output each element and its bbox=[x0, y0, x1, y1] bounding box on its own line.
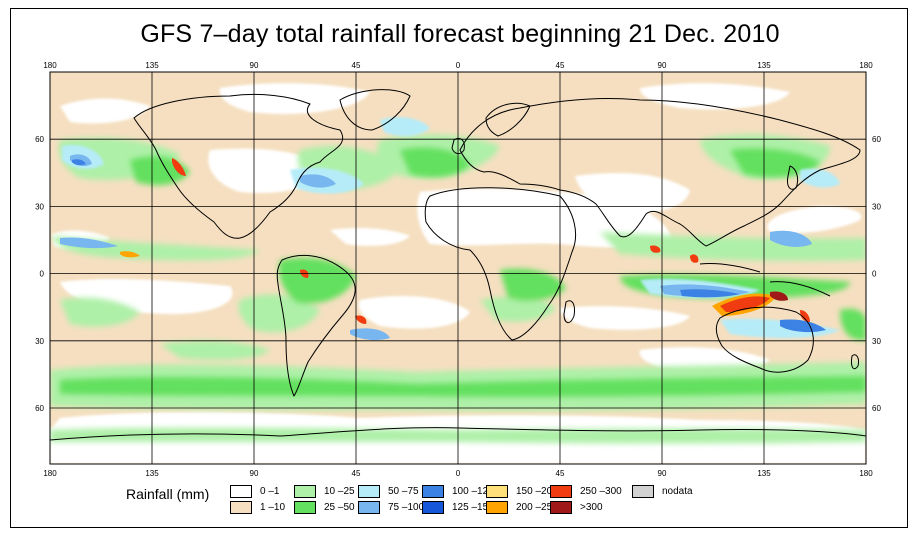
legend-swatch bbox=[358, 501, 380, 514]
legend-label: 100 –125 bbox=[452, 486, 494, 497]
lat-tick-label-left: 30 bbox=[35, 337, 44, 346]
legend-swatch bbox=[422, 501, 444, 514]
legend-item: 125 –150 bbox=[422, 500, 494, 515]
legend-item: 150 –200 bbox=[486, 484, 558, 499]
lon-tick-label-top: 135 bbox=[145, 61, 159, 70]
legend-swatch bbox=[550, 485, 572, 498]
legend-label: 25 –50 bbox=[324, 502, 355, 513]
legend-label: 0 –1 bbox=[260, 486, 280, 497]
legend-swatch bbox=[294, 501, 316, 514]
lon-tick-label-bottom: 90 bbox=[658, 469, 667, 478]
lon-tick-label-bottom: 135 bbox=[145, 469, 159, 478]
lon-tick-label-bottom: 90 bbox=[250, 469, 259, 478]
lon-tick-label-top: 0 bbox=[456, 61, 461, 70]
legend-label: nodata bbox=[662, 486, 693, 497]
lat-tick-label-right: 30 bbox=[872, 202, 881, 211]
legend-item: >300 bbox=[550, 500, 603, 515]
lat-tick-label-right: 30 bbox=[872, 337, 881, 346]
legend-label: 50 –75 bbox=[388, 486, 419, 497]
legend-label: 200 –250 bbox=[516, 502, 558, 513]
lon-tick-label-top: 45 bbox=[352, 61, 361, 70]
lon-tick-label-bottom: 135 bbox=[757, 469, 771, 478]
legend-title: Rainfall (mm) bbox=[126, 486, 210, 502]
map-title: GFS 7–day total rainfall forecast beginn… bbox=[140, 20, 780, 48]
legend-label: >300 bbox=[580, 502, 603, 513]
lon-tick-label-top: 135 bbox=[757, 61, 771, 70]
legend-label: 125 –150 bbox=[452, 502, 494, 513]
legend-label: 150 –200 bbox=[516, 486, 558, 497]
lat-tick-label-right: 60 bbox=[872, 404, 881, 413]
lon-tick-label-bottom: 45 bbox=[352, 469, 361, 478]
legend-swatch bbox=[550, 501, 572, 514]
legend-item: nodata bbox=[632, 484, 693, 499]
legend-swatch bbox=[632, 485, 654, 498]
graticule bbox=[50, 72, 866, 464]
legend-swatch bbox=[294, 485, 316, 498]
legend-item: 250 –300 bbox=[550, 484, 622, 499]
lon-tick-label-top: 180 bbox=[43, 61, 57, 70]
lat-tick-label-left: 0 bbox=[40, 270, 45, 279]
tick-labels: 180 180 135 135 90 90 45 45 0 0 45 45 90 90 135 135 180 1… bbox=[35, 61, 881, 478]
legend-label: 75 –100 bbox=[388, 502, 425, 513]
legend-label: 10 –25 bbox=[324, 486, 355, 497]
lon-tick-label-bottom: 45 bbox=[556, 469, 565, 478]
legend-item: 25 –50 bbox=[294, 500, 355, 515]
intense-rain bbox=[60, 154, 812, 341]
legend-item: 100 –125 bbox=[422, 484, 494, 499]
legend-label: 250 –300 bbox=[580, 486, 622, 497]
extreme-rain-blue bbox=[72, 159, 826, 333]
legend-swatch bbox=[358, 485, 380, 498]
legend-swatch bbox=[486, 501, 508, 514]
lat-tick-label-right: 0 bbox=[872, 270, 877, 279]
legend-item: 0 –1 bbox=[230, 484, 279, 499]
lat-tick-label-left: 60 bbox=[35, 135, 44, 144]
lon-tick-label-bottom: 180 bbox=[43, 469, 57, 478]
extreme-rain-red bbox=[120, 158, 810, 324]
legend-label: 1 –10 bbox=[260, 502, 286, 513]
lon-tick-label-bottom: 180 bbox=[859, 469, 873, 478]
lat-tick-label-right: 60 bbox=[872, 135, 881, 144]
lat-tick-label-left: 30 bbox=[35, 202, 44, 211]
legend-item: 10 –25 bbox=[294, 484, 355, 499]
legend-item: 75 –100 bbox=[358, 500, 424, 515]
legend-swatch bbox=[422, 485, 444, 498]
lon-tick-label-top: 45 bbox=[556, 61, 565, 70]
lon-tick-label-top: 90 bbox=[658, 61, 667, 70]
lon-tick-label-top: 180 bbox=[859, 61, 873, 70]
legend-item: 50 –75 bbox=[358, 484, 419, 499]
legend-swatch bbox=[230, 485, 252, 498]
lon-tick-label-bottom: 0 bbox=[456, 469, 461, 478]
lat-tick-label-left: 60 bbox=[35, 404, 44, 413]
legend-item: 1 –10 bbox=[230, 500, 285, 515]
legend-swatch bbox=[230, 501, 252, 514]
lon-tick-label-top: 90 bbox=[250, 61, 259, 70]
legend-item: 200 –250 bbox=[486, 500, 558, 515]
legend-swatch bbox=[486, 485, 508, 498]
